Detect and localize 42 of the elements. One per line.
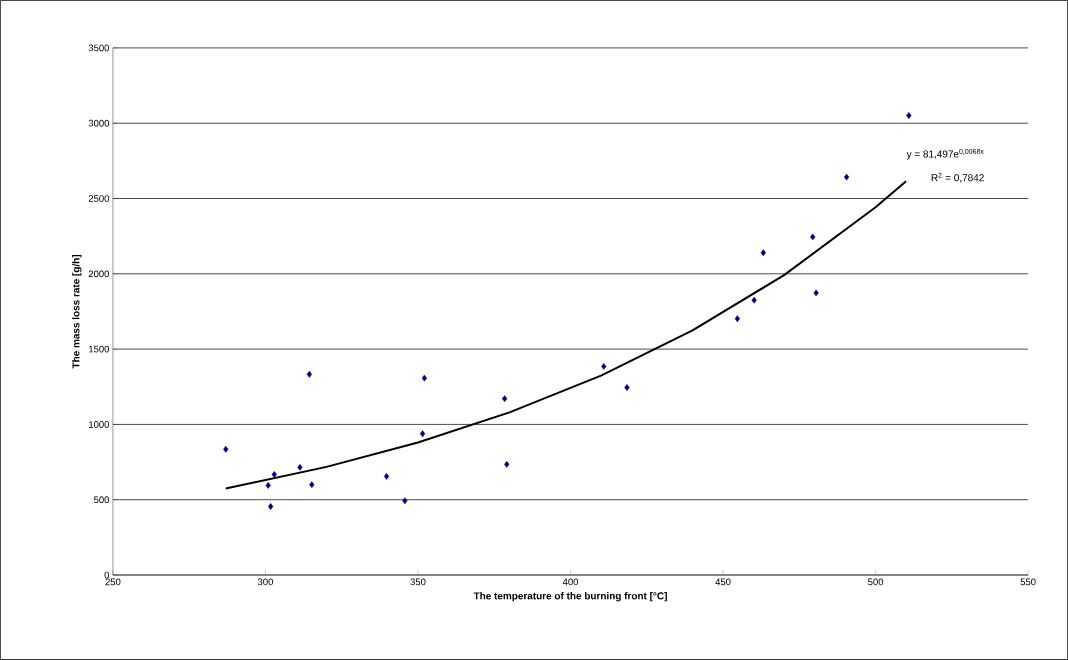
y-tick-label: 3500 — [88, 44, 110, 52]
y-axis-title: The mass loss rate [g/h] — [72, 255, 82, 369]
point — [601, 363, 607, 370]
point — [402, 497, 408, 505]
point — [306, 370, 312, 378]
point — [421, 374, 427, 382]
x-tick-label: 500 — [868, 578, 884, 586]
point — [297, 463, 303, 471]
y-tick-label: 0 — [104, 571, 110, 579]
x-tick-label: 550 — [1020, 578, 1036, 586]
x-tick-label: 250 — [105, 578, 121, 586]
line-series — [224, 180, 908, 490]
point — [810, 233, 816, 241]
point — [906, 112, 912, 119]
y-tick-label: 500 — [93, 496, 110, 504]
x-tick-label: 350 — [410, 578, 426, 586]
x-tick-label: 450 — [715, 578, 731, 586]
point — [844, 173, 850, 181]
point — [624, 384, 630, 391]
point — [268, 503, 274, 510]
annotation: R$^{2}$ = 0,7842 — [931, 172, 984, 183]
point — [223, 445, 229, 453]
y-tick-label: 2500 — [88, 195, 110, 202]
point — [734, 315, 740, 323]
point — [271, 471, 277, 478]
x-axis-title: The temperature of the burning front [°C] — [473, 592, 667, 602]
point — [309, 481, 315, 489]
point — [502, 395, 508, 403]
point — [383, 473, 390, 480]
annotation: y = 81,497e$^{0,0068x}$ — [906, 148, 984, 160]
point — [760, 249, 766, 257]
point — [419, 430, 426, 438]
point — [751, 296, 757, 304]
x-tick-label: 300 — [257, 578, 273, 586]
y-tick-label: 1000 — [89, 421, 110, 428]
y-tick-label: 1500 — [89, 345, 110, 353]
y-tick-label: 2000 — [88, 270, 110, 278]
point — [813, 289, 819, 297]
x-tick-label: 400 — [562, 578, 579, 586]
point — [504, 460, 510, 468]
point — [265, 482, 271, 489]
y-tick-label: 3000 — [88, 119, 110, 127]
